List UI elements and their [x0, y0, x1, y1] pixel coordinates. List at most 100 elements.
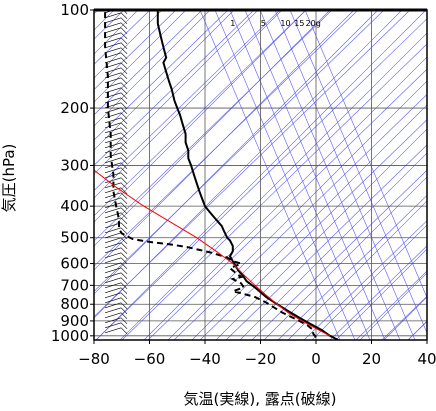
wind-barb: [105, 237, 128, 245]
wind-barb: [105, 117, 128, 125]
dewpoint-series-line: [104, 10, 317, 338]
x-axis-title: 気温(実線), 露点(破線): [184, 390, 337, 408]
wind-barb: [105, 192, 128, 200]
wind-barb: [105, 32, 128, 40]
mixing-ratio-line: [304, 10, 427, 299]
adiabat-line: [432, 10, 436, 340]
x-tick-label: 20: [362, 350, 381, 368]
wind-barb: [105, 52, 128, 60]
mixing-ratio-label: 15: [294, 19, 304, 28]
adiabat-line: [94, 10, 211, 127]
wind-barb: [105, 262, 128, 270]
isotherm-line: [94, 10, 255, 166]
adiabat-line: [94, 10, 307, 223]
wind-barb: [105, 292, 128, 300]
wind-barb: [105, 207, 128, 215]
isotherm-line: [94, 10, 359, 267]
adiabat-line: [94, 10, 259, 175]
wind-barb: [105, 77, 128, 85]
y-tick-label: 400: [60, 197, 89, 215]
wind-barb: [105, 177, 128, 185]
y-tick-label: 500: [60, 229, 89, 247]
wind-barb: [105, 212, 128, 220]
x-axis-ticks: −80 −60 −40 −20 0 20 40: [78, 340, 436, 368]
wind-barb: [105, 127, 128, 135]
x-tick-label: −60: [134, 350, 166, 368]
wind-barb: [105, 132, 128, 140]
mixing-ratio-line: [199, 10, 341, 340]
x-tick-label: 0: [311, 350, 321, 368]
wind-barb: [105, 47, 128, 55]
wind-barb: [105, 157, 128, 165]
wind-barb: [105, 282, 128, 290]
x-tick-label: −20: [245, 350, 277, 368]
mixing-ratio-line: [259, 10, 401, 340]
wind-barb: [105, 37, 128, 45]
mixing-ratio-label: 1: [230, 19, 235, 28]
wind-barb: [105, 217, 128, 225]
wind-barb: [105, 307, 128, 315]
parcel-series-line: [94, 169, 331, 337]
wind-barb: [105, 317, 128, 325]
y-tick-label: 100: [60, 1, 89, 19]
y-tick-label: 200: [60, 99, 89, 117]
wind-barb: [105, 97, 128, 105]
wind-barb: [105, 17, 128, 25]
adiabat-line: [287, 200, 427, 340]
isotherm-line: [94, 10, 229, 141]
adiabat-line: [94, 10, 379, 295]
wind-barb: [105, 122, 128, 130]
wind-barb: [105, 272, 128, 280]
wind-barb: [105, 167, 128, 175]
wind-barb: [105, 297, 128, 305]
wind-barb: [105, 202, 128, 210]
adiabat-line: [94, 10, 283, 199]
wind-barb: [105, 12, 128, 20]
y-tick-label: 300: [60, 156, 89, 174]
wind-barb: [105, 242, 128, 250]
adiabat-line: [94, 10, 355, 271]
y-tick-label: 600: [60, 255, 89, 273]
isotherm-line: [94, 10, 411, 318]
wind-barb: [105, 277, 128, 285]
wind-barb: [105, 57, 128, 65]
wind-barb: [105, 147, 128, 155]
adiabat-line: [383, 296, 427, 340]
wind-barb: [105, 197, 128, 205]
mixing-ratio-label: 10: [280, 19, 290, 28]
wind-barb: [105, 22, 128, 30]
wind-barb: [105, 112, 128, 120]
wind-barb: [105, 327, 128, 335]
wind-barb: [105, 27, 128, 35]
isotherm-line: [329, 245, 427, 340]
temperature-series-line: [156, 10, 339, 340]
adiabat-line: [94, 10, 187, 103]
isotherm-line: [94, 10, 307, 217]
wind-barb: [105, 257, 128, 265]
isotherm-line: [94, 10, 203, 116]
wind-barb: [105, 137, 128, 145]
mixing-ratio-line: [289, 10, 427, 334]
x-tick-label: 40: [417, 350, 436, 368]
wind-barb: [105, 322, 128, 330]
adiabat-line: [119, 32, 427, 340]
adiabat-line: [94, 10, 331, 247]
adiabat-line: [311, 224, 427, 340]
profile-lines: [94, 10, 339, 340]
adiabat-line: [94, 10, 235, 151]
wind-barb: [105, 152, 128, 160]
wind-barb: [105, 312, 128, 320]
isotherm-line: [94, 10, 177, 91]
x-tick-label: −40: [189, 350, 221, 368]
wind-barb: [105, 162, 128, 170]
wind-barb: [105, 247, 128, 255]
wind-barb: [105, 267, 128, 275]
mixing-ratio-label: 20g: [306, 19, 321, 28]
mixing-ratio-line: [274, 10, 416, 340]
wind-barbs: [105, 10, 128, 335]
mixing-ratio-label: 5: [261, 19, 266, 28]
wind-barb: [105, 107, 128, 115]
y-tick-label: 800: [60, 295, 89, 313]
